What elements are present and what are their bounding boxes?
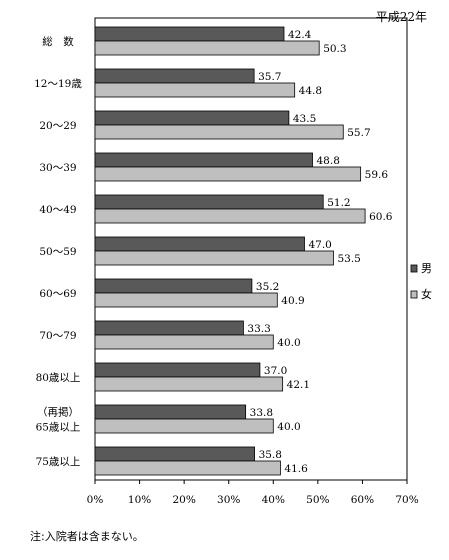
- data-label: 33.8: [250, 407, 273, 419]
- category-label: （再掲）: [37, 407, 79, 419]
- bar-male: [94, 362, 261, 378]
- footnote: 注:入院者は含まない。: [30, 530, 144, 543]
- legend-label: 男: [421, 262, 432, 275]
- category-label: 50～59: [39, 246, 76, 258]
- bar-male: [94, 278, 253, 294]
- tick-label: 40%: [262, 494, 285, 506]
- category-labels: 総 数 12～19歳 20～29 30～39 40～49 50～59 60～69 70～79 8…: [34, 35, 82, 468]
- data-label: 47.0: [308, 239, 331, 251]
- bar-male: [94, 110, 290, 126]
- data-label: 53.5: [337, 253, 360, 265]
- data-label: 42.4: [288, 29, 312, 41]
- bar-female: [94, 292, 278, 308]
- bar-female: [94, 460, 281, 476]
- data-label: 55.7: [347, 127, 370, 139]
- category-label: 65歳以上: [36, 422, 81, 434]
- legend-swatch: [410, 290, 418, 299]
- data-label: 60.6: [369, 211, 393, 223]
- bar-male: [94, 152, 313, 168]
- data-label: 48.8: [317, 155, 340, 167]
- bar-female: [94, 250, 334, 266]
- year-annotation: 平成22年: [376, 10, 427, 24]
- data-label: 35.2: [256, 281, 279, 293]
- category-label: 40～49: [39, 204, 76, 216]
- data-label: 50.3: [323, 43, 346, 55]
- tick-label: 30%: [217, 494, 240, 506]
- x-axis-ticks: 0% 10% 20% 30% 40% 50% 60% 70%: [87, 480, 419, 506]
- bar-female: [94, 82, 296, 98]
- tick-label: 50%: [306, 494, 329, 506]
- category-label: 総 数: [42, 35, 74, 48]
- data-label: 37.0: [264, 365, 287, 377]
- tick-label: 60%: [351, 494, 374, 506]
- category-label: 75歳以上: [36, 456, 81, 468]
- bar-female: [94, 124, 344, 140]
- bar-male: [94, 26, 285, 42]
- data-label: 40.9: [281, 295, 304, 307]
- bar-female: [94, 376, 284, 392]
- data-label: 35.7: [258, 71, 281, 83]
- bars-layer: 42.4 50.3 35.7 44.8 43.5 55.7 48.8 59.6 51.2 60.6…: [94, 26, 393, 476]
- bar-male: [94, 236, 305, 252]
- data-label: 43.5: [293, 113, 316, 125]
- legend-swatch: [410, 264, 418, 273]
- category-label: 60～69: [39, 288, 76, 300]
- data-label: 40.0: [277, 421, 300, 433]
- data-label: 51.2: [327, 197, 350, 209]
- bar-male: [94, 68, 255, 84]
- category-label: 70～79: [39, 330, 76, 342]
- bar-male: [94, 446, 255, 462]
- bar-female: [94, 40, 320, 56]
- data-label: 40.0: [277, 337, 300, 349]
- bar-female: [94, 334, 274, 350]
- tick-label: 70%: [395, 494, 418, 506]
- category-label: 30～39: [39, 162, 76, 174]
- data-label: 59.6: [365, 169, 389, 181]
- category-label: 80歳以上: [36, 372, 81, 384]
- category-label: 12～19歳: [34, 78, 82, 90]
- data-label: 33.3: [247, 323, 270, 335]
- legend-label: 女: [421, 287, 432, 301]
- data-label: 35.8: [259, 449, 282, 461]
- data-label: 41.6: [284, 463, 308, 475]
- category-label: 20～29: [39, 120, 76, 132]
- bar-male: [94, 404, 247, 420]
- tick-label: 10%: [128, 494, 151, 506]
- tick-label: 20%: [172, 494, 195, 506]
- bar-female: [94, 418, 274, 434]
- bar-female: [94, 166, 362, 182]
- bar-male: [94, 194, 324, 210]
- tick-label: 0%: [87, 494, 104, 506]
- bar-female: [94, 208, 366, 224]
- bar-male: [94, 320, 244, 336]
- legend: 男女: [410, 262, 432, 301]
- data-label: 42.1: [287, 379, 310, 391]
- data-label: 44.8: [299, 85, 322, 97]
